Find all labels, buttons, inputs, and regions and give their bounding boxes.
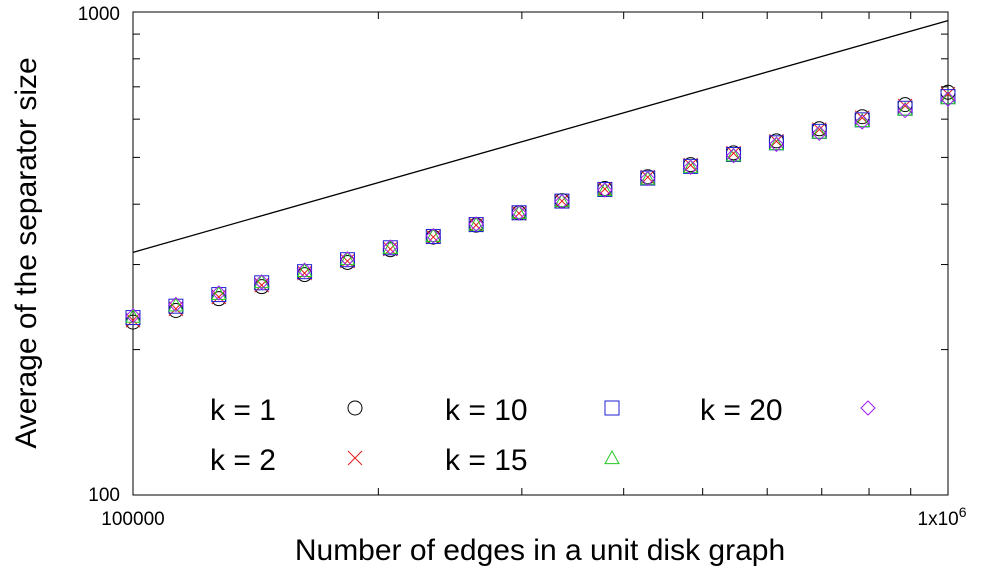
data-point-triangle <box>854 112 871 128</box>
x-axis-title: Number of edges in a unit disk graph <box>295 534 785 567</box>
data-point-triangle <box>725 147 742 162</box>
data-point-triangle <box>940 90 956 105</box>
data-point-diamond <box>854 114 870 130</box>
legend-label-k1: k = 1 <box>210 394 276 427</box>
data-point-diamond <box>682 159 699 175</box>
legend-marker-triangle <box>604 449 620 465</box>
data-point-triangle <box>554 193 570 208</box>
data-point-diamond <box>511 205 527 221</box>
data-point-diamond <box>811 125 828 141</box>
legend-marker-x-stroke <box>347 450 363 466</box>
legend-label-k2: k = 2 <box>210 444 276 477</box>
y-tick-label-1000: 1000 <box>78 4 120 25</box>
legend: k = 1 k = 2 k = 10 k = 15 k = 20 <box>195 385 890 480</box>
legend-marker-circle <box>347 400 363 416</box>
data-points <box>125 84 956 330</box>
data-point-x-stroke <box>640 169 656 185</box>
x-tick-label-1e6-exponent: 6 <box>959 504 967 520</box>
data-point-triangle <box>425 227 442 242</box>
legend-label-k20: k = 20 <box>700 394 783 427</box>
data-point-diamond <box>768 136 785 153</box>
data-point-triangle <box>639 170 656 185</box>
legend-label-k15: k = 15 <box>445 444 528 477</box>
x-tick-label-1e6-base: 1x10 <box>918 509 959 530</box>
axis-ticks <box>133 12 948 495</box>
series-5 <box>125 91 956 324</box>
data-point-diamond <box>339 251 356 267</box>
data-point-x-stroke <box>554 193 570 209</box>
data-point-square <box>640 170 656 186</box>
legend-marker-diamond <box>860 400 876 416</box>
data-point-diamond <box>253 274 270 290</box>
data-point-triangle <box>468 216 485 231</box>
data-point-triangle <box>253 274 270 289</box>
legend-label-k10: k = 10 <box>445 394 528 427</box>
data-point-triangle <box>768 135 785 151</box>
legend-markers <box>347 400 876 466</box>
series-4 <box>125 90 956 323</box>
data-point-circle <box>297 267 313 283</box>
legend-background <box>195 385 890 480</box>
data-point-x <box>640 169 656 185</box>
data-point-x <box>554 193 570 209</box>
data-point-diamond <box>425 228 441 244</box>
data-point-diamond <box>554 193 570 210</box>
data-point-diamond <box>897 102 913 119</box>
legend-marker-x <box>347 450 363 466</box>
data-point-triangle <box>596 181 613 197</box>
reference-line <box>132 19 949 253</box>
data-point-triangle <box>511 204 527 219</box>
x-tick-label-100000: 100000 <box>101 509 164 530</box>
series-1 <box>125 84 956 330</box>
data-point-diamond <box>640 170 656 187</box>
data-point-diamond <box>382 239 399 255</box>
data-point-x-stroke <box>597 181 613 197</box>
data-point-triangle <box>682 158 699 173</box>
data-point-circle <box>897 97 913 113</box>
data-point-circle <box>854 109 870 125</box>
data-point-diamond <box>597 182 613 198</box>
legend-marker-square <box>604 400 620 416</box>
data-point-triangle <box>897 101 913 116</box>
data-point-triangle <box>382 239 399 254</box>
reference-line-group <box>132 19 949 253</box>
data-point-x <box>597 181 613 197</box>
series-3 <box>125 89 956 326</box>
data-point-triangle <box>811 124 828 139</box>
data-point-diamond <box>168 296 184 313</box>
data-point-circle <box>211 291 227 307</box>
data-point-diamond <box>211 285 227 301</box>
data-point-diamond <box>296 262 313 278</box>
data-point-diamond <box>725 148 742 164</box>
y-tick-label-100: 100 <box>88 485 120 506</box>
x-tick-label-1e6: 1x106 <box>918 504 967 530</box>
data-point-circle <box>254 279 270 295</box>
data-point-triangle <box>339 251 356 266</box>
data-point-diamond <box>940 91 956 107</box>
data-point-diamond <box>468 216 484 232</box>
series-2 <box>125 86 956 328</box>
plot-frame <box>132 11 949 496</box>
y-axis-title: Average of the separator size <box>10 57 43 448</box>
data-point-diamond <box>125 308 141 324</box>
